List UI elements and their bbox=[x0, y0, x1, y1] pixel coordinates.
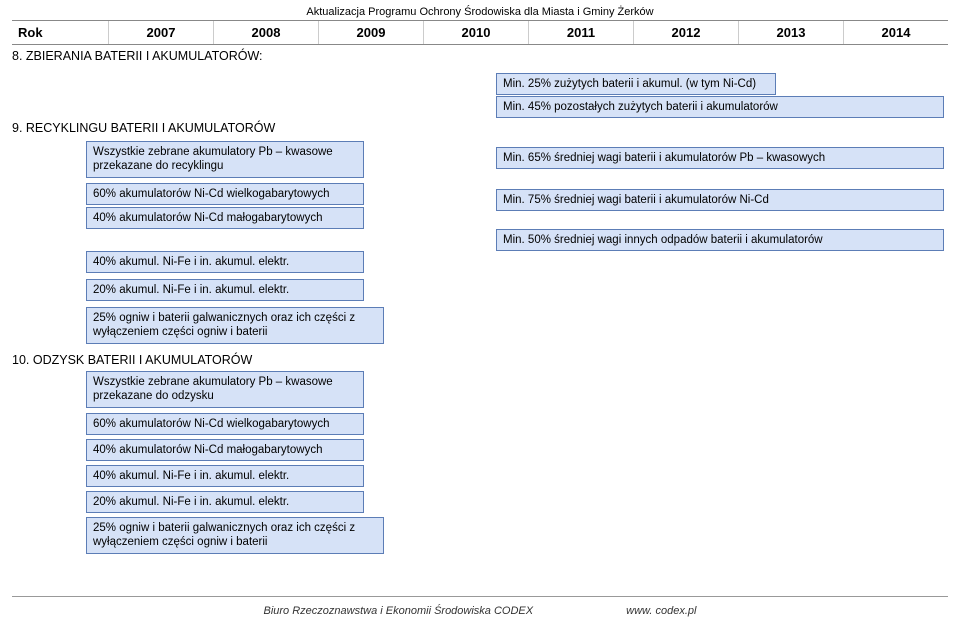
years-header-row: Rok 2007 2008 2009 2010 2011 2012 2013 2… bbox=[12, 21, 948, 45]
year-cell: 2012 bbox=[633, 21, 738, 44]
ak20-box: 20% akumul. Ni-Fe i in. akumul. elektr. bbox=[86, 279, 364, 301]
min65-box: Min. 65% średniej wagi baterii i akumula… bbox=[496, 147, 944, 169]
ni60-odz-box: 60% akumulatorów Ni-Cd wielkogabarytowyc… bbox=[86, 413, 364, 435]
footer-left: Biuro Rzeczoznawstwa i Ekonomii Środowis… bbox=[264, 605, 534, 617]
footer-right: www. codex.pl bbox=[626, 605, 696, 617]
ni40-odz-box: 40% akumulatorów Ni-Cd małogabarytowych bbox=[86, 439, 364, 461]
year-cell: 2013 bbox=[738, 21, 843, 44]
section-10-title: 10. ODZYSK BATERII I AKUMULATORÓW bbox=[12, 353, 252, 367]
section-8-title: 8. ZBIERANIA BATERII I AKUMULATORÓW: bbox=[12, 49, 948, 63]
og25-box: 25% ogniw i baterii galwanicznych oraz i… bbox=[86, 307, 384, 344]
ak20-odz-box: 20% akumul. Ni-Fe i in. akumul. elektr. bbox=[86, 491, 364, 513]
ak40-odz-box: 40% akumul. Ni-Fe i in. akumul. elektr. bbox=[86, 465, 364, 487]
year-cell: 2014 bbox=[843, 21, 948, 44]
year-cell: 2009 bbox=[318, 21, 423, 44]
min75-box: Min. 75% średniej wagi baterii i akumula… bbox=[496, 189, 944, 211]
page-header-title: Aktualizacja Programu Ochrony Środowiska… bbox=[12, 0, 948, 21]
ak40-box: 40% akumul. Ni-Fe i in. akumul. elektr. bbox=[86, 251, 364, 273]
year-cell: 2010 bbox=[423, 21, 528, 44]
pb-recykl-box: Wszystkie zebrane akumulatory Pb – kwaso… bbox=[86, 141, 364, 178]
pb-odz-box: Wszystkie zebrane akumulatory Pb – kwaso… bbox=[86, 371, 364, 408]
min25-box: Min. 25% zużytych baterii i akumul. (w t… bbox=[496, 73, 776, 95]
page-footer: Biuro Rzeczoznawstwa i Ekonomii Środowis… bbox=[0, 605, 960, 617]
years-label: Rok bbox=[12, 21, 108, 44]
ni40-box: 40% akumulatorów Ni-Cd małogabarytowych bbox=[86, 207, 364, 229]
min50-box: Min. 50% średniej wagi innych odpadów ba… bbox=[496, 229, 944, 251]
og25-odz-box: 25% ogniw i baterii galwanicznych oraz i… bbox=[86, 517, 384, 554]
min45-box: Min. 45% pozostałych zużytych baterii i … bbox=[496, 96, 944, 118]
ni60-box: 60% akumulatorów Ni-Cd wielkogabarytowyc… bbox=[86, 183, 364, 205]
year-cell: 2007 bbox=[108, 21, 213, 44]
year-cell: 2008 bbox=[213, 21, 318, 44]
section-9-title: 9. RECYKLINGU BATERII I AKUMULATORÓW bbox=[12, 121, 275, 135]
year-cell: 2011 bbox=[528, 21, 633, 44]
